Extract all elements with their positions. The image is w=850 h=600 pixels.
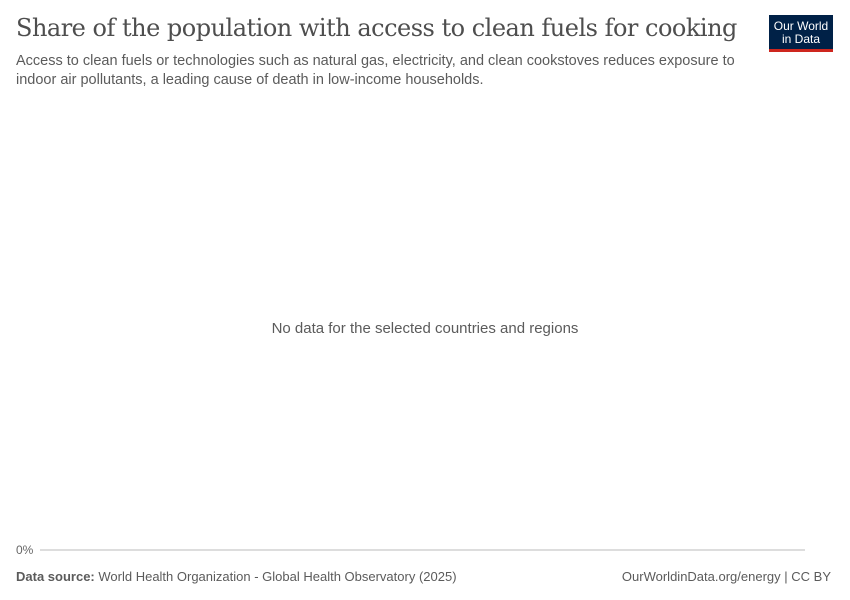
- owid-logo[interactable]: Our World in Data: [769, 15, 833, 52]
- data-source: Data source: World Health Organization -…: [16, 569, 457, 584]
- footer-credits: OurWorldinData.org/energy | CC BY: [621, 569, 831, 584]
- y-axis: 0%: [16, 543, 805, 557]
- license-link[interactable]: CC BY: [791, 569, 831, 584]
- source-label: Data source:: [16, 569, 95, 584]
- source-text: World Health Organization - Global Healt…: [98, 569, 457, 584]
- chart-subtitle: Access to clean fuels or technologies su…: [16, 53, 735, 88]
- y-tick-label: 0%: [16, 543, 34, 557]
- owid-link[interactable]: OurWorldinData.org/energy: [621, 569, 781, 584]
- no-data-message: No data for the selected countries and r…: [271, 320, 579, 337]
- chart-title: Share of the population with access to c…: [16, 14, 737, 42]
